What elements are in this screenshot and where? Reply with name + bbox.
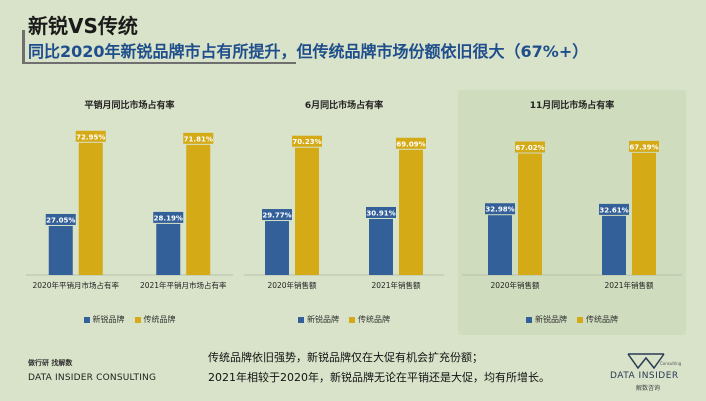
- data-label-box: [292, 135, 322, 147]
- legend-label: 传统品牌: [586, 315, 618, 324]
- data-label: 29.77%: [262, 212, 291, 220]
- data-label: 67.39%: [629, 143, 658, 151]
- bar-traditional-brand: [186, 144, 211, 275]
- legend-item-traditional-brand: 传统品牌: [577, 314, 618, 325]
- legend-swatch-new-brand: [83, 316, 90, 323]
- data-label-box: [153, 211, 184, 223]
- company-logo: Consulting DATA INSIDER 解数咨询: [610, 352, 700, 392]
- x-tick-label: 2021年平销月市场占有率: [140, 280, 227, 290]
- bar-new-brand: [265, 221, 289, 275]
- data-label: 67.02%: [515, 144, 544, 152]
- legend-label: 传统品牌: [143, 315, 176, 324]
- legend-item-traditional-brand: 传统品牌: [134, 314, 176, 325]
- chart-legend: 新锐品牌 传统品牌: [22, 314, 237, 325]
- logo-subtext: 解数咨询: [636, 385, 661, 392]
- bar-new-brand: [48, 225, 73, 275]
- legend-swatch-traditional-brand: [349, 316, 355, 323]
- data-label-box: [485, 203, 515, 215]
- legend-item-new-brand: 新锐品牌: [298, 314, 339, 325]
- bar-new-brand: [602, 215, 626, 275]
- legend-swatch-traditional-brand: [577, 316, 583, 323]
- bar-chart-regular-month: 27.05% 72.95% 2020年平销月市场占有率 28.19% 71.81% 202…: [26, 130, 233, 290]
- bar-traditional-brand: [518, 153, 542, 275]
- legend-swatch-traditional-brand: [134, 316, 141, 323]
- chart-panel-regular-month: 平销月同比市场占有率 27.05% 72.95% 2020年平销月市场占有率 28.1…: [22, 90, 237, 335]
- legend-label: 新锐品牌: [535, 315, 567, 324]
- summary-line-2: 2021年相较于2020年，新锐品牌无论在平销还是大促，均有所增长。: [208, 371, 550, 384]
- data-label: 32.98%: [485, 206, 514, 214]
- bar-chart-november: 32.98% 67.02% 2020年销售额 32.61% 67.39% 2021年销售额: [462, 140, 682, 290]
- x-tick-label: 2021年销售额: [371, 280, 421, 290]
- data-label: 27.05%: [46, 216, 75, 224]
- data-label-box: [366, 206, 396, 218]
- legend-label: 传统品牌: [358, 315, 390, 324]
- bar-traditional-brand: [632, 152, 656, 275]
- data-label-box: [262, 209, 292, 221]
- legend-item-new-brand: 新锐品牌: [526, 314, 567, 325]
- logo-small-text: Consulting: [660, 361, 682, 366]
- chart-title: 平销月同比市场占有率: [84, 101, 175, 111]
- data-label: 70.23%: [292, 138, 321, 146]
- data-label: 72.95%: [76, 133, 105, 141]
- legend-swatch-new-brand: [298, 316, 304, 323]
- legend-item-new-brand: 新锐品牌: [83, 314, 125, 325]
- data-label: 69.09%: [396, 140, 425, 148]
- summary-line-1: 传统品牌依旧强势，新锐品牌仅在大促有机会扩充份额；: [208, 351, 483, 364]
- x-tick-label: 2021年销售额: [604, 280, 654, 290]
- data-label-box: [183, 132, 214, 144]
- data-label: 28.19%: [154, 214, 183, 222]
- footer-tagline: 做行研 找解数: [28, 359, 73, 367]
- legend-swatch-new-brand: [526, 316, 532, 323]
- data-label: 30.91%: [366, 209, 395, 217]
- chart-panel-november: 11月同比市场占有率 32.98% 67.02% 2020年销售额 32.61% 67.…: [458, 90, 686, 335]
- data-label-box: [599, 203, 629, 215]
- logo-mark-icon: [627, 353, 665, 370]
- x-tick-label: 2020年平销月市场占有率: [32, 280, 119, 290]
- bar-chart-june: 29.77% 70.23% 2020年销售额 30.91% 69.09% 2021年销售额: [244, 135, 444, 290]
- title-underline: [22, 62, 296, 64]
- bar-new-brand: [156, 223, 181, 275]
- data-label-box: [75, 130, 106, 142]
- legend-item-traditional-brand: 传统品牌: [349, 314, 390, 325]
- bar-traditional-brand: [78, 142, 103, 275]
- legend-label: 新锐品牌: [307, 315, 339, 324]
- logo-text: DATA INSIDER: [610, 371, 679, 381]
- legend-label: 新锐品牌: [92, 315, 125, 324]
- summary-note: 传统品牌依旧强势，新锐品牌仅在大促有机会扩充份额； 2021年相较于2020年，…: [208, 348, 550, 388]
- bar-new-brand: [488, 215, 512, 275]
- data-label-box: [629, 140, 659, 152]
- data-label-box: [45, 213, 76, 225]
- data-label: 71.81%: [184, 135, 213, 143]
- chart-title: 6月同比市场占有率: [304, 101, 384, 111]
- bar-traditional-brand: [399, 149, 423, 275]
- chart-title: 11月同比市场占有率: [529, 101, 615, 111]
- page-subtitle: 同比2020年新锐品牌市占有所提升，但传统品牌市场份额依旧很大（67%+）: [28, 42, 589, 61]
- page-title: 新锐VS传统: [28, 14, 138, 38]
- bar-new-brand: [369, 218, 393, 275]
- chart-legend: 新锐品牌 传统品牌: [458, 314, 686, 325]
- footer-company: DATA INSIDER CONSULTING: [28, 373, 157, 383]
- x-tick-label: 2020年销售额: [267, 280, 317, 290]
- chart-legend: 新锐品牌 传统品牌: [240, 314, 448, 325]
- title-accent-bar: [22, 30, 25, 64]
- data-label-box: [515, 141, 545, 153]
- data-label-box: [396, 137, 426, 149]
- chart-panel-june: 6月同比市场占有率 29.77% 70.23% 2020年销售额 30.91% 69.0…: [240, 90, 448, 335]
- x-tick-label: 2020年销售额: [490, 280, 540, 290]
- data-label: 32.61%: [599, 206, 628, 214]
- bar-traditional-brand: [295, 147, 319, 275]
